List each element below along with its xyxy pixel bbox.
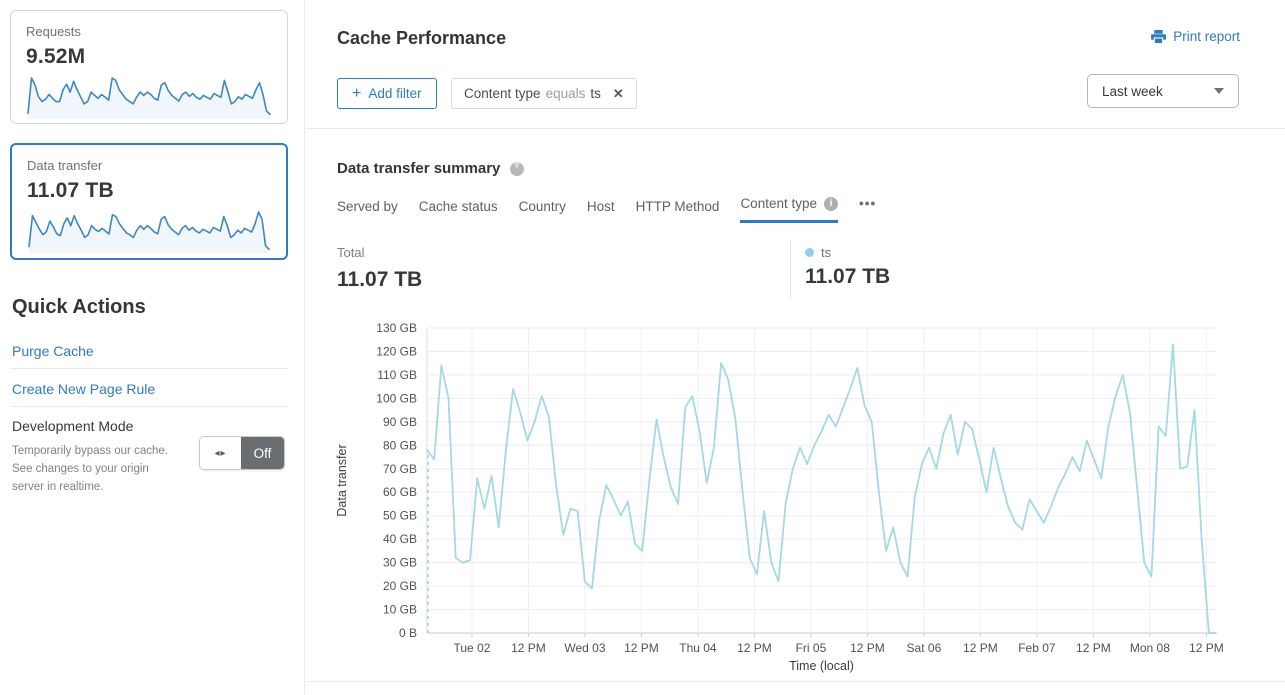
svg-text:30 GB: 30 GB xyxy=(383,556,417,570)
data-transfer-label: Data transfer xyxy=(27,158,103,173)
series-legend[interactable]: ts 11.07 TB xyxy=(805,245,890,289)
requests-label: Requests xyxy=(26,24,81,39)
svg-text:Wed 03: Wed 03 xyxy=(564,641,605,655)
filter-chip-content-type[interactable]: Content type equals ts ✕ xyxy=(451,78,637,109)
plus-icon: + xyxy=(352,84,362,102)
divider xyxy=(306,681,1285,682)
tab-label: HTTP Method xyxy=(635,199,720,214)
create-page-rule-link[interactable]: Create New Page Rule xyxy=(12,381,156,397)
tab-label: Host xyxy=(586,199,615,214)
svg-text:20 GB: 20 GB xyxy=(383,579,417,593)
divider xyxy=(790,240,791,298)
total-value: 11.07 TB xyxy=(337,268,423,291)
line-chart-svg: 0 B 10 GB 20 GB 30 GB 40 GB 50 GB 60 GB 70 GB 80… xyxy=(335,321,1224,673)
development-mode-toggle[interactable]: ◂▸ Off xyxy=(199,436,285,470)
filter-value: ts xyxy=(590,86,601,101)
svg-text:110 GB: 110 GB xyxy=(377,368,417,382)
pie-chart-icon xyxy=(507,158,527,179)
print-report-label: Print report xyxy=(1173,29,1240,44)
development-mode-description: Temporarily bypass our cache. See change… xyxy=(12,445,168,493)
svg-text:Data transfer: Data transfer xyxy=(335,444,349,516)
tab-content-type[interactable]: Content type i xyxy=(740,196,838,223)
chevron-down-icon xyxy=(1214,88,1224,94)
svg-text:130 GB: 130 GB xyxy=(376,321,417,335)
total-label: Total xyxy=(337,245,365,260)
filter-operator: equals xyxy=(545,86,586,101)
svg-text:100 GB: 100 GB xyxy=(376,391,417,405)
tab-http-method[interactable]: HTTP Method xyxy=(636,199,720,223)
svg-text:Tue 02: Tue 02 xyxy=(454,641,491,655)
summary-title: Data transfer summary xyxy=(337,160,501,177)
series-dot-icon xyxy=(805,248,814,257)
svg-text:80 GB: 80 GB xyxy=(383,438,417,452)
svg-text:40 GB: 40 GB xyxy=(383,532,417,546)
svg-text:90 GB: 90 GB xyxy=(383,415,417,429)
tab-label: Country xyxy=(518,199,566,214)
svg-text:60 GB: 60 GB xyxy=(383,485,417,499)
filter-field: Content type xyxy=(464,86,541,101)
svg-text:Fri 05: Fri 05 xyxy=(796,641,827,655)
time-range-select[interactable]: Last week xyxy=(1087,74,1239,108)
svg-text:Feb 07: Feb 07 xyxy=(1018,641,1056,655)
quick-actions-title: Quick Actions xyxy=(12,296,146,318)
tab-country[interactable]: Country xyxy=(519,199,566,223)
toggle-state-label: Off xyxy=(241,437,284,469)
add-filter-button[interactable]: + Add filter xyxy=(337,78,437,109)
dimension-tabs: Served by Cache status Country Host HTTP Met… xyxy=(337,196,876,223)
add-filter-label: Add filter xyxy=(368,86,422,101)
toggle-arrows-icon: ◂▸ xyxy=(200,437,241,469)
svg-text:50 GB: 50 GB xyxy=(383,509,417,523)
page-title: Cache Performance xyxy=(337,28,507,48)
main-content: Cache Performance Print report + Add fil… xyxy=(306,0,1285,695)
more-tabs-button[interactable]: ••• xyxy=(859,196,877,211)
svg-text:12 PM: 12 PM xyxy=(737,641,772,655)
svg-text:120 GB: 120 GB xyxy=(376,344,417,358)
tab-host[interactable]: Host xyxy=(587,199,615,223)
svg-text:12 PM: 12 PM xyxy=(850,641,885,655)
requests-sparkline xyxy=(27,77,271,119)
data-transfer-sparkline xyxy=(28,211,270,253)
svg-text:Mon 08: Mon 08 xyxy=(1130,641,1170,655)
svg-text:Time (local): Time (local) xyxy=(789,659,854,673)
series-value: 11.07 TB xyxy=(805,265,891,288)
printer-icon xyxy=(1151,29,1167,44)
tab-label: Cache status xyxy=(418,199,498,214)
svg-text:12 PM: 12 PM xyxy=(1189,641,1224,655)
svg-text:12 PM: 12 PM xyxy=(624,641,659,655)
svg-text:70 GB: 70 GB xyxy=(383,462,417,476)
requests-value: 9.52M xyxy=(26,45,86,68)
purge-cache-link[interactable]: Purge Cache xyxy=(12,343,94,359)
svg-text:0 B: 0 B xyxy=(399,626,417,640)
svg-text:Thu 04: Thu 04 xyxy=(679,641,717,655)
development-mode-title: Development Mode xyxy=(12,418,134,434)
data-transfer-value: 11.07 TB xyxy=(27,179,114,202)
data-transfer-chart[interactable]: 0 B 10 GB 20 GB 30 GB 40 GB 50 GB 60 GB 70 GB 80… xyxy=(330,315,1225,680)
svg-text:12 PM: 12 PM xyxy=(511,641,546,655)
time-range-value: Last week xyxy=(1102,83,1163,99)
divider xyxy=(10,368,288,369)
tab-label: Served by xyxy=(337,199,398,214)
print-report-link[interactable]: Print report xyxy=(1151,29,1240,44)
tab-label: Content type xyxy=(740,196,817,211)
svg-text:10 GB: 10 GB xyxy=(383,603,417,617)
divider xyxy=(10,406,288,407)
svg-text:12 PM: 12 PM xyxy=(1076,641,1111,655)
requests-metric-card[interactable]: Requests 9.52M xyxy=(10,10,288,124)
remove-filter-icon[interactable]: ✕ xyxy=(612,85,624,101)
sidebar: Requests 9.52M Data transfer 11.07 TB Qu… xyxy=(0,0,305,695)
divider xyxy=(306,128,1285,129)
svg-text:12 PM: 12 PM xyxy=(963,641,998,655)
data-transfer-metric-card[interactable]: Data transfer 11.07 TB xyxy=(10,143,288,260)
series-name: ts xyxy=(821,245,832,260)
info-icon[interactable]: i xyxy=(824,196,838,211)
tab-cache-status[interactable]: Cache status xyxy=(419,199,498,223)
svg-text:Sat 06: Sat 06 xyxy=(907,641,942,655)
tab-served-by[interactable]: Served by xyxy=(337,199,398,223)
